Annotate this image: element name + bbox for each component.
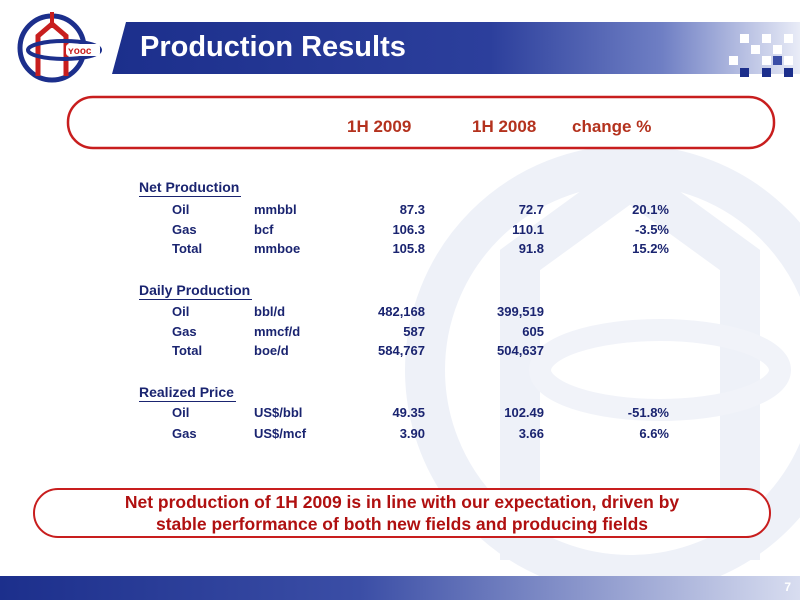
value-1h2009: 106.3: [392, 222, 425, 237]
column-header-1h2008: 1H 2008: [472, 117, 537, 136]
section-title-net-production: Net Production: [139, 179, 242, 197]
summary-note: Net production of 1H 2009 is in line wit…: [40, 491, 764, 535]
value-1h2008: 72.7: [518, 202, 544, 217]
row-unit: bbl/d: [254, 304, 286, 319]
row-unit: bcf: [254, 222, 274, 237]
row-unit: mmbbl: [254, 202, 297, 217]
row-unit: US$/bbl: [254, 405, 303, 420]
row-unit: boe/d: [254, 343, 289, 358]
value-change: 6.6%: [639, 426, 669, 441]
value-1h2009: 587: [403, 324, 425, 339]
title-band: [112, 22, 800, 74]
row-name: Oil: [172, 202, 190, 217]
cnooc-logo-icon: ʏᴏᴏᴄ: [17, 12, 102, 83]
footer-bar: [0, 576, 800, 600]
row-name: Total: [172, 241, 203, 256]
row-name: Gas: [172, 324, 197, 339]
value-1h2009: 584,767: [378, 343, 425, 358]
page-title: Production Results: [140, 31, 406, 63]
value-1h2008: 399,519: [497, 304, 544, 319]
column-header-frame: [66, 95, 776, 150]
value-change: 20.1%: [632, 202, 669, 217]
column-header-change: change %: [572, 117, 652, 136]
value-1h2008: 3.66: [518, 426, 544, 441]
row-name: Oil: [172, 405, 190, 420]
value-1h2009: 49.35: [392, 405, 425, 420]
page-number: 7: [784, 580, 791, 594]
section-title-daily-production: Daily Production: [139, 282, 253, 300]
value-1h2009: 105.8: [392, 241, 425, 256]
value-change: -3.5%: [635, 222, 669, 237]
checker-pattern-icon: [729, 34, 793, 77]
value-change: -51.8%: [627, 405, 669, 420]
row-name: Gas: [172, 426, 197, 441]
row-unit: mmcf/d: [254, 324, 301, 339]
row-name: Total: [172, 343, 203, 358]
summary-note-line-2: stable performance of both new fields an…: [156, 514, 648, 534]
value-1h2008: 605: [522, 324, 544, 339]
value-change: 15.2%: [632, 241, 669, 256]
value-1h2008: 91.8: [518, 241, 544, 256]
watermark-logo-icon: [405, 145, 800, 580]
column-header-1h2009: 1H 2009: [347, 117, 412, 136]
row-name: Oil: [172, 304, 190, 319]
row-name: Gas: [172, 222, 197, 237]
value-1h2009: 3.90: [399, 426, 425, 441]
value-1h2008: 110.1: [512, 222, 544, 237]
value-1h2009: 87.3: [399, 202, 425, 217]
row-unit: mmboe: [254, 241, 301, 256]
summary-note-line-1: Net production of 1H 2009 is in line wit…: [124, 492, 680, 512]
svg-text:ʏᴏᴏᴄ: ʏᴏᴏᴄ: [68, 46, 92, 57]
note-frame: [33, 488, 771, 538]
row-unit: US$/mcf: [254, 426, 307, 441]
section-title-realized-price: Realized Price: [139, 384, 236, 402]
value-1h2009: 482,168: [378, 304, 425, 319]
value-1h2008: 102.49: [504, 405, 544, 420]
value-1h2008: 504,637: [497, 343, 544, 358]
